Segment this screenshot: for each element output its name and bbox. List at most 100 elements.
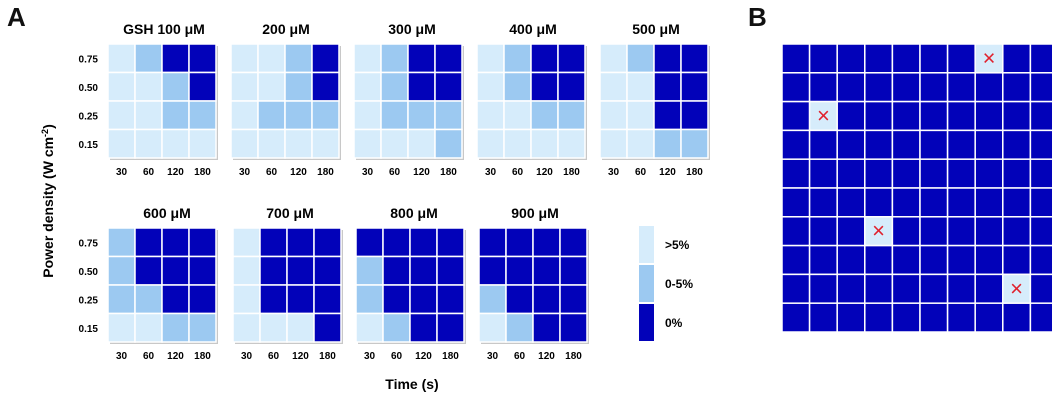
grid-cell xyxy=(974,302,1004,333)
grid-cell xyxy=(1002,129,1032,160)
heatmap-subplot: 400 μM 30 60 120 180 xyxy=(476,21,587,178)
subplot-title: 800 μM xyxy=(390,205,437,221)
panel-b-grid: × × × × xyxy=(781,43,1052,333)
y-axis-label: Power density (W cm-2) xyxy=(40,124,56,278)
grid-cell xyxy=(891,244,921,276)
subplot-title: 200 μM xyxy=(262,21,309,37)
heatmap-subplot: 800 μM 30 60 120 180 xyxy=(355,205,466,362)
grid-cell xyxy=(864,302,894,333)
grid-cell xyxy=(946,273,976,304)
heatmap-cell xyxy=(382,284,411,315)
grid-cell xyxy=(919,273,949,304)
grid-cell xyxy=(919,216,949,247)
grid-cell xyxy=(1002,302,1032,333)
grid-cell xyxy=(808,302,838,333)
heatmap-cell xyxy=(434,71,463,102)
heatmap-cell xyxy=(134,227,163,258)
heatmap-cell xyxy=(599,100,628,131)
x-tick-label: 180 xyxy=(563,167,580,178)
heatmap-cell xyxy=(161,255,190,286)
x-tick-label: 180 xyxy=(442,351,459,362)
heatmap-cell xyxy=(434,43,463,74)
heatmap-cell xyxy=(286,255,315,286)
grid-cell xyxy=(781,244,811,276)
grid-cell xyxy=(864,43,894,74)
grid-cell xyxy=(781,43,811,74)
grid-cell xyxy=(836,72,866,103)
cross-mark: × xyxy=(1010,276,1023,301)
heatmap-cell xyxy=(653,128,682,159)
heatmap-cell xyxy=(680,128,709,159)
x-tick-label: 30 xyxy=(487,351,499,362)
grid-cell xyxy=(1029,100,1052,132)
heatmap-cell xyxy=(313,255,342,286)
heatmap-cell xyxy=(188,71,217,102)
heatmap-cell xyxy=(505,227,534,258)
x-tick-label: 60 xyxy=(266,167,278,178)
legend-swatch xyxy=(639,304,654,341)
grid-cell xyxy=(808,158,838,189)
grid-cell xyxy=(781,158,811,189)
heatmap-cell xyxy=(532,255,561,286)
heatmap-cell xyxy=(134,71,163,102)
x-tick-label: 60 xyxy=(389,167,401,178)
heatmap-cell xyxy=(311,71,340,102)
grid-cell xyxy=(836,244,866,276)
cross-mark: × xyxy=(983,45,996,70)
heatmap-cell xyxy=(134,100,163,131)
heatmap-cell xyxy=(407,43,436,74)
grid-cell xyxy=(1029,273,1052,304)
grid-cell xyxy=(974,158,1004,189)
grid-cell xyxy=(864,72,894,103)
heatmap-cell xyxy=(161,43,190,74)
heatmap-subplot: 600 μM 0.75 0.50 0.25 0.15 30 60 120 180 xyxy=(79,205,218,362)
grid-cell xyxy=(836,43,866,74)
legend-swatch xyxy=(639,265,654,302)
heatmap-cell xyxy=(434,128,463,159)
heatmap-cell xyxy=(436,312,465,343)
grid-cell xyxy=(974,216,1004,247)
grid-cell xyxy=(808,72,838,103)
heatmap-cell xyxy=(284,100,313,131)
heatmap-cell xyxy=(532,284,561,315)
grid-cell xyxy=(836,216,866,247)
heatmap-cell xyxy=(107,255,136,286)
grid-cell xyxy=(836,100,866,132)
heatmap-cell xyxy=(436,284,465,315)
y-tick-label: 0.15 xyxy=(79,140,99,151)
grid-cell xyxy=(891,129,921,160)
grid-cell xyxy=(1002,187,1032,218)
legend-swatch xyxy=(639,226,654,263)
heatmap-cell xyxy=(476,71,505,102)
grid-cell xyxy=(1029,187,1052,218)
heatmap-cell xyxy=(188,255,217,286)
heatmap-cell xyxy=(286,227,315,258)
heatmap-cell xyxy=(107,71,136,102)
heatmap-cell xyxy=(161,128,190,159)
x-tick-label: 60 xyxy=(143,351,155,362)
grid-cell xyxy=(1002,244,1032,276)
y-axis-label-sup: -2 xyxy=(40,129,50,137)
grid-cell xyxy=(781,72,811,103)
x-tick-label: 180 xyxy=(194,167,211,178)
x-tick-label: 120 xyxy=(167,167,184,178)
grid-cell xyxy=(781,273,811,304)
x-tick-label: 30 xyxy=(362,167,374,178)
heatmap-cell xyxy=(503,100,532,131)
grid-cell xyxy=(781,302,811,333)
heatmap-cell xyxy=(353,100,382,131)
heatmap-cell xyxy=(557,128,586,159)
heatmap-cell xyxy=(134,128,163,159)
heatmap-cell xyxy=(407,71,436,102)
grid-cell xyxy=(891,43,921,74)
heatmap-cell xyxy=(188,312,217,343)
subplot-title: 600 μM xyxy=(143,205,190,221)
grid-cell xyxy=(1029,216,1052,247)
heatmap-cell xyxy=(134,43,163,74)
grid-cell xyxy=(891,273,921,304)
y-tick-label: 0.15 xyxy=(79,324,99,335)
heatmap-cell xyxy=(355,227,384,258)
grid-cell xyxy=(864,273,894,304)
grid-cell xyxy=(864,158,894,189)
